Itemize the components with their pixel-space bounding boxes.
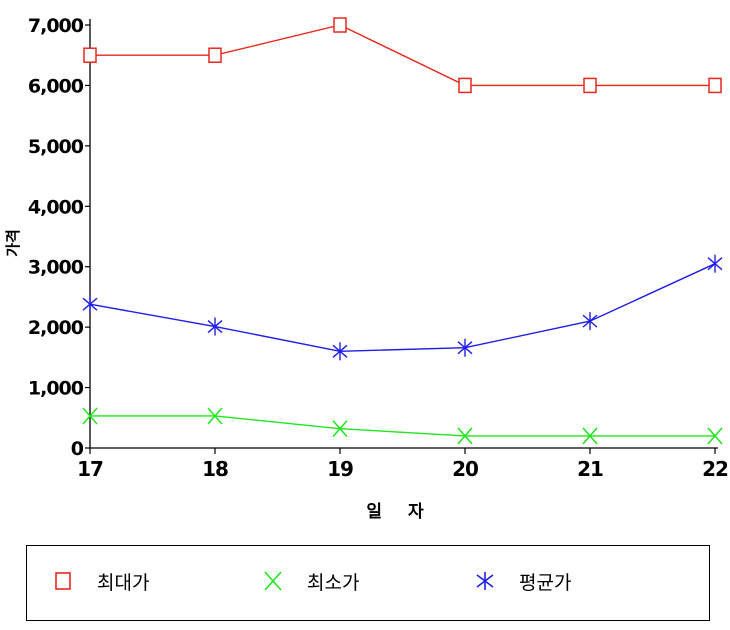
data-point bbox=[333, 17, 347, 33]
star-marker-stroke bbox=[707, 257, 723, 271]
data-point bbox=[83, 47, 97, 63]
data-point bbox=[82, 407, 98, 425]
y-tick-label: 1,000 bbox=[28, 378, 84, 400]
x-marker-stroke bbox=[207, 407, 223, 425]
square-marker bbox=[208, 47, 222, 63]
data-point bbox=[707, 427, 723, 445]
legend-label-min: 최소가 bbox=[307, 571, 360, 594]
data-point bbox=[707, 254, 723, 273]
line-chart: 0 1,000 2,000 3,000 4,000 5,000 6,000 7,000 17 18… bbox=[4, 15, 729, 522]
x-tick-label: 22 bbox=[702, 457, 728, 481]
x-tick-label: 21 bbox=[577, 457, 603, 481]
y-tick-label: 2,000 bbox=[28, 317, 84, 339]
series-line-0 bbox=[90, 24, 715, 87]
square-marker bbox=[708, 77, 722, 94]
x-marker-stroke bbox=[332, 420, 348, 438]
star-marker-stroke bbox=[332, 344, 348, 358]
data-point bbox=[582, 312, 598, 331]
x-tick-label: 18 bbox=[202, 457, 228, 481]
y-tick-label: 6,000 bbox=[28, 75, 84, 97]
x-marker-stroke bbox=[582, 427, 598, 445]
data-point bbox=[207, 407, 223, 425]
legend: 최대가 최소가 평균가 bbox=[26, 545, 710, 621]
data-point bbox=[332, 342, 348, 361]
square-marker-icon bbox=[55, 572, 71, 590]
chart-axes: 0 1,000 2,000 3,000 4,000 5,000 6,000 7,000 17 18… bbox=[28, 15, 729, 481]
square-marker bbox=[458, 77, 472, 94]
data-point bbox=[457, 338, 473, 357]
series-line-1 bbox=[90, 415, 715, 437]
series-line-2 bbox=[89, 263, 716, 353]
legend-label-max: 최대가 bbox=[97, 571, 150, 594]
data-point bbox=[457, 427, 473, 445]
data-point bbox=[332, 420, 348, 438]
y-tick-label: 0 bbox=[71, 438, 84, 460]
y-tick-label: 7,000 bbox=[28, 15, 84, 37]
y-tick-label: 5,000 bbox=[28, 136, 84, 158]
x-tick-label: 19 bbox=[327, 457, 353, 481]
star-marker-stroke bbox=[82, 297, 98, 311]
data-point bbox=[583, 77, 597, 94]
data-point bbox=[208, 47, 222, 63]
data-point bbox=[207, 317, 223, 336]
x-marker-stroke bbox=[457, 427, 473, 445]
legend-item-max: 최대가 bbox=[51, 566, 149, 596]
x-tick-label: 20 bbox=[452, 457, 478, 481]
data-point bbox=[708, 77, 722, 94]
star-marker-icon bbox=[476, 572, 494, 590]
x-marker-stroke bbox=[707, 427, 723, 445]
square-marker bbox=[83, 47, 97, 63]
star-marker-stroke bbox=[207, 320, 223, 334]
y-tick-label: 3,000 bbox=[28, 257, 84, 279]
legend-item-avg: 평균가 bbox=[473, 566, 571, 596]
data-point bbox=[458, 77, 472, 94]
square-marker bbox=[583, 77, 597, 94]
star-marker-stroke bbox=[582, 314, 598, 328]
square-marker bbox=[333, 17, 347, 33]
chart-series bbox=[82, 17, 723, 445]
x-axis-label: 일 자 bbox=[366, 502, 433, 522]
data-point bbox=[82, 295, 98, 314]
legend-item-min: 최소가 bbox=[261, 566, 359, 596]
data-point bbox=[582, 427, 598, 445]
x-tick-label: 17 bbox=[77, 457, 103, 481]
x-marker-icon bbox=[264, 571, 282, 591]
y-tick-label: 4,000 bbox=[28, 196, 84, 218]
y-axis-label: 가격 bbox=[4, 229, 22, 257]
star-marker-stroke bbox=[457, 341, 473, 355]
legend-label-avg: 평균가 bbox=[519, 571, 572, 594]
x-marker-stroke bbox=[82, 407, 98, 425]
